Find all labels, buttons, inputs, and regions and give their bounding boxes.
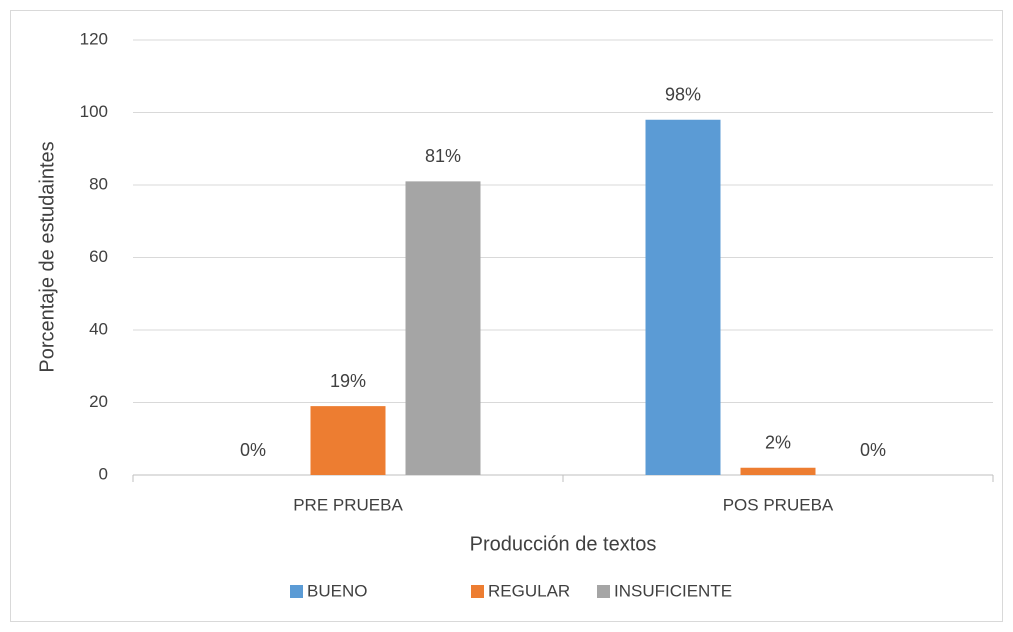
bar	[405, 181, 481, 475]
legend-swatch	[290, 585, 303, 598]
value-label: 81%	[425, 146, 461, 166]
x-axis-title: Producción de textos	[470, 533, 657, 555]
value-label: 19%	[330, 371, 366, 391]
y-axis-title: Porcentaje de estudaintes	[36, 141, 58, 372]
chart-border	[10, 10, 1003, 622]
bar	[645, 119, 721, 475]
y-tick-label: 80	[89, 174, 108, 193]
legend-label: REGULAR	[488, 581, 570, 600]
value-label: 0%	[240, 440, 266, 460]
x-tick-label: PRE PRUEBA	[293, 495, 403, 514]
x-tick-label: POS PRUEBA	[723, 495, 834, 514]
legend-swatch	[597, 585, 610, 598]
value-label: 2%	[765, 433, 791, 453]
bar	[740, 467, 816, 475]
value-label: 0%	[860, 440, 886, 460]
y-tick-label: 120	[80, 29, 108, 48]
bar	[310, 406, 386, 475]
value-label: 98%	[665, 85, 701, 105]
legend-label: INSUFICIENTE	[614, 581, 732, 600]
legend-label: BUENO	[307, 581, 367, 600]
y-tick-label: 20	[89, 392, 108, 411]
y-tick-label: 40	[89, 319, 108, 338]
y-tick-label: 60	[89, 247, 108, 266]
y-tick-label: 0	[99, 464, 108, 483]
legend-swatch	[471, 585, 484, 598]
y-tick-label: 100	[80, 102, 108, 121]
